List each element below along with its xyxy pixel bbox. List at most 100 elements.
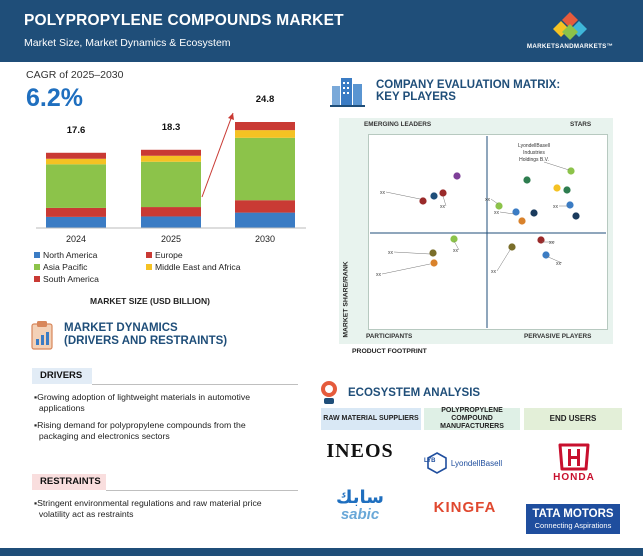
legend-item: Europe — [146, 250, 183, 260]
legend-swatch — [34, 252, 40, 258]
logo-text: MARKETSANDMARKETS™ — [526, 43, 614, 50]
brand-ineos[interactable]: INEOS — [322, 436, 398, 466]
legend-label: Asia Pacific — [43, 262, 88, 272]
cagr-label: CAGR of 2025–2030 — [26, 69, 124, 81]
bar-segment-2025-0 — [141, 216, 201, 228]
driver-item: ▪Rising demand for polypropylene compoun… — [34, 420, 246, 430]
company-dot[interactable] — [536, 235, 546, 245]
eco-col-raw-materials: RAW MATERIAL SUPPLIERS — [321, 408, 421, 430]
dot-label: xx — [491, 269, 497, 275]
company-dot[interactable] — [571, 211, 581, 221]
driver-item-cont: packaging and electronics sectors — [34, 431, 170, 441]
company-dot[interactable] — [522, 175, 532, 185]
x-tick-label: 2025 — [161, 234, 181, 244]
highlight-company-label: Holdings B.V. — [519, 157, 549, 163]
dot-leader-line — [442, 195, 447, 207]
tata-tagline: Connecting Aspirations — [534, 520, 612, 530]
sabic-logo-text: sabic — [340, 506, 380, 523]
matrix-plot-area — [368, 134, 608, 330]
company-dot[interactable] — [438, 188, 448, 198]
company-dot[interactable] — [511, 207, 521, 217]
restraint-item-cont: volatility act as restraints — [34, 509, 134, 519]
bar-segment-2030-3 — [235, 130, 295, 138]
company-dot[interactable] — [529, 208, 539, 218]
bar-segment-2024-1 — [46, 207, 106, 217]
company-dot[interactable] — [452, 171, 462, 181]
dot-leader-line — [496, 249, 511, 272]
bar-segment-2025-4 — [141, 149, 201, 156]
highlight-company-label: LyondellBasell — [518, 143, 550, 149]
bar-total-label: 17.6 — [67, 125, 86, 136]
company-dot[interactable] — [566, 166, 576, 176]
legend-swatch — [34, 276, 40, 282]
bar-total-label: 24.8 — [256, 95, 275, 105]
company-dot[interactable] — [507, 242, 517, 252]
brand-kingfa[interactable]: KINGFA — [424, 494, 506, 520]
brand-lyondellbasell[interactable]: LYB LyondellBasell — [418, 448, 510, 478]
chart-xlabel: MARKET SIZE (USD BILLION) — [90, 296, 210, 306]
legend-swatch — [146, 252, 152, 258]
brand-sabic[interactable]: سابك sabic — [322, 481, 398, 529]
quadrant-participants: PARTICIPANTS — [366, 333, 413, 340]
market-size-chart: 17.6 2024 18.3 2025 24.8 2030 — [36, 95, 306, 244]
company-dot[interactable] — [428, 248, 438, 258]
ecosystem-icon — [321, 381, 337, 404]
company-dot[interactable] — [565, 200, 575, 210]
company-dot[interactable] — [494, 201, 504, 211]
legend-item: South America — [34, 274, 99, 284]
dot-leader-line — [381, 263, 431, 275]
driver-item-cont: applications — [34, 403, 85, 413]
brand-tata-motors[interactable]: TATA MOTORS Connecting Aspirations — [526, 504, 620, 534]
lyondellbasell-logo-text: LyondellBasell — [450, 458, 503, 468]
matrix-title-1: COMPANY EVALUATION MATRIX: — [376, 79, 561, 91]
quadrant-stars: STARS — [570, 121, 592, 128]
restraint-item: ▪Stringent environmental regulations and… — [34, 498, 262, 508]
legend-label: South America — [43, 274, 99, 284]
highlight-company-label: Industries — [523, 150, 545, 156]
matrix-x-axis-label: PRODUCT FOOTPRINT — [352, 348, 427, 355]
bar-segment-2030-1 — [235, 200, 295, 213]
legend-label: North America — [43, 250, 98, 260]
dot-leader-line — [453, 240, 460, 251]
dot-label: xx — [494, 210, 500, 216]
company-dot[interactable] — [541, 250, 551, 260]
company-dot[interactable] — [449, 234, 459, 244]
dot-label: xx — [376, 272, 382, 278]
dot-label: xx — [553, 204, 559, 210]
bar-segment-2030-2 — [235, 137, 295, 201]
brand-logo[interactable]: MARKETSANDMARKETS™ — [515, 9, 625, 55]
dot-leader-line — [545, 255, 563, 264]
dot-leader-line — [393, 251, 431, 255]
lyb-hexagon-icon — [427, 452, 447, 474]
bar-total-label: 18.3 — [162, 122, 181, 133]
legend-item: Middle East and Africa — [146, 262, 241, 272]
page-title: POLYPROPYLENE COMPOUNDS MARKET — [24, 12, 344, 29]
x-tick-label: 2024 — [66, 234, 86, 244]
brand-honda[interactable]: HONDA — [544, 437, 604, 487]
quadrant-emerging-leaders: EMERGING LEADERS — [364, 121, 432, 128]
bar-segment-2025-2 — [141, 161, 201, 208]
bar-segment-2025-1 — [141, 207, 201, 217]
dot-label: xx — [453, 248, 459, 254]
page-subtitle: Market Size, Market Dynamics & Ecosystem — [24, 37, 231, 49]
legend-label: Middle East and Africa — [155, 262, 241, 272]
company-dot[interactable] — [429, 191, 439, 201]
dynamics-title-1: MARKET DYNAMICS — [64, 322, 178, 334]
matrix-y-axis-label: MARKET SHARE/RANK — [342, 261, 350, 338]
bar-segment-2024-3 — [46, 158, 106, 165]
footer-bar — [0, 548, 643, 556]
legend-label: Europe — [155, 250, 183, 260]
dot-label: xx — [388, 250, 394, 256]
company-dot[interactable] — [552, 183, 562, 193]
company-dot[interactable] — [562, 185, 572, 195]
company-dot[interactable] — [429, 258, 439, 268]
company-dot[interactable] — [517, 216, 527, 226]
cagr-value: 6.2% — [26, 84, 83, 112]
header-banner: POLYPROPYLENE COMPOUNDS MARKET Market Si… — [0, 0, 643, 62]
company-dot[interactable] — [418, 196, 428, 206]
growth-arrow — [201, 112, 234, 198]
dot-label: xx — [485, 197, 491, 203]
dot-leader-line — [385, 191, 421, 200]
restraints-divider — [106, 490, 298, 491]
legend-item: Asia Pacific — [34, 262, 87, 272]
